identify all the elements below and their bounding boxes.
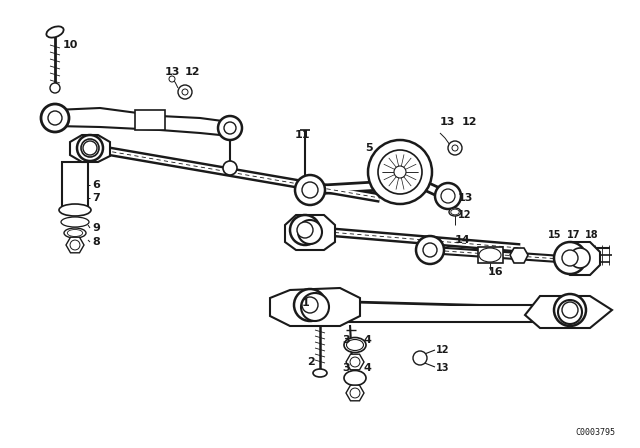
Circle shape [48,111,62,125]
Circle shape [378,150,422,194]
Circle shape [70,240,80,250]
Circle shape [441,189,455,203]
Circle shape [435,183,461,209]
Text: 4: 4 [364,363,372,373]
Circle shape [182,89,188,95]
Ellipse shape [64,228,86,238]
Ellipse shape [344,370,366,385]
Polygon shape [346,354,364,370]
Circle shape [41,104,69,132]
Polygon shape [285,215,335,250]
Text: 16: 16 [488,267,504,277]
Circle shape [295,175,325,205]
Text: 9: 9 [92,223,100,233]
Text: 13: 13 [440,117,456,127]
Circle shape [294,289,326,321]
Text: 15: 15 [548,230,561,240]
Ellipse shape [479,248,501,262]
Circle shape [83,141,97,155]
Ellipse shape [61,217,89,227]
Text: 18: 18 [585,230,598,240]
Circle shape [368,140,432,204]
Circle shape [423,243,437,257]
Ellipse shape [346,340,364,350]
Circle shape [302,182,318,198]
Text: 4: 4 [364,335,372,345]
Text: 12: 12 [462,117,477,127]
Circle shape [223,161,237,175]
Text: 3: 3 [342,363,349,373]
Text: 7: 7 [92,193,100,203]
Polygon shape [560,242,600,275]
Text: C0003795: C0003795 [575,427,615,436]
Circle shape [50,83,60,93]
Text: 14: 14 [455,235,470,245]
Circle shape [77,135,103,161]
Bar [135,110,165,130]
Circle shape [224,122,236,134]
Text: 2: 2 [307,357,315,367]
Circle shape [297,222,313,238]
Circle shape [178,85,192,99]
Text: 17: 17 [567,230,580,240]
Polygon shape [270,288,360,326]
Text: 11: 11 [295,130,310,140]
Text: 13: 13 [458,193,474,203]
Circle shape [562,302,578,318]
Circle shape [570,248,590,268]
Polygon shape [70,135,110,162]
Text: 1: 1 [302,298,310,308]
Text: 13: 13 [165,67,180,77]
Circle shape [558,300,582,324]
Bar [477,247,502,263]
Ellipse shape [59,204,91,216]
Circle shape [554,294,586,326]
Text: 6: 6 [92,180,100,190]
Text: 3: 3 [342,335,349,345]
Circle shape [448,141,462,155]
Text: 13: 13 [436,363,449,373]
Text: 12: 12 [458,210,472,220]
Text: 8: 8 [92,237,100,247]
Bar [62,162,88,208]
Polygon shape [510,248,528,263]
Circle shape [218,116,242,140]
Polygon shape [525,296,612,328]
Ellipse shape [67,229,83,237]
Circle shape [394,166,406,178]
Circle shape [81,139,99,157]
Polygon shape [55,108,230,136]
Circle shape [416,236,444,264]
Circle shape [562,250,578,266]
Circle shape [350,388,360,398]
Circle shape [169,76,175,82]
Text: 5: 5 [365,143,372,153]
Circle shape [350,357,360,367]
Text: 12: 12 [436,345,449,355]
Circle shape [452,145,458,151]
Circle shape [302,297,318,313]
Circle shape [413,351,427,365]
Ellipse shape [344,337,366,353]
Ellipse shape [451,209,460,215]
Polygon shape [290,305,570,322]
Text: 12: 12 [185,67,200,77]
Circle shape [290,215,320,245]
Circle shape [298,220,322,244]
Circle shape [554,242,586,274]
Circle shape [301,293,329,321]
Polygon shape [66,237,84,253]
Ellipse shape [313,369,327,377]
Ellipse shape [449,208,461,216]
Ellipse shape [46,26,63,38]
Polygon shape [346,385,364,401]
Text: 10: 10 [63,40,78,50]
